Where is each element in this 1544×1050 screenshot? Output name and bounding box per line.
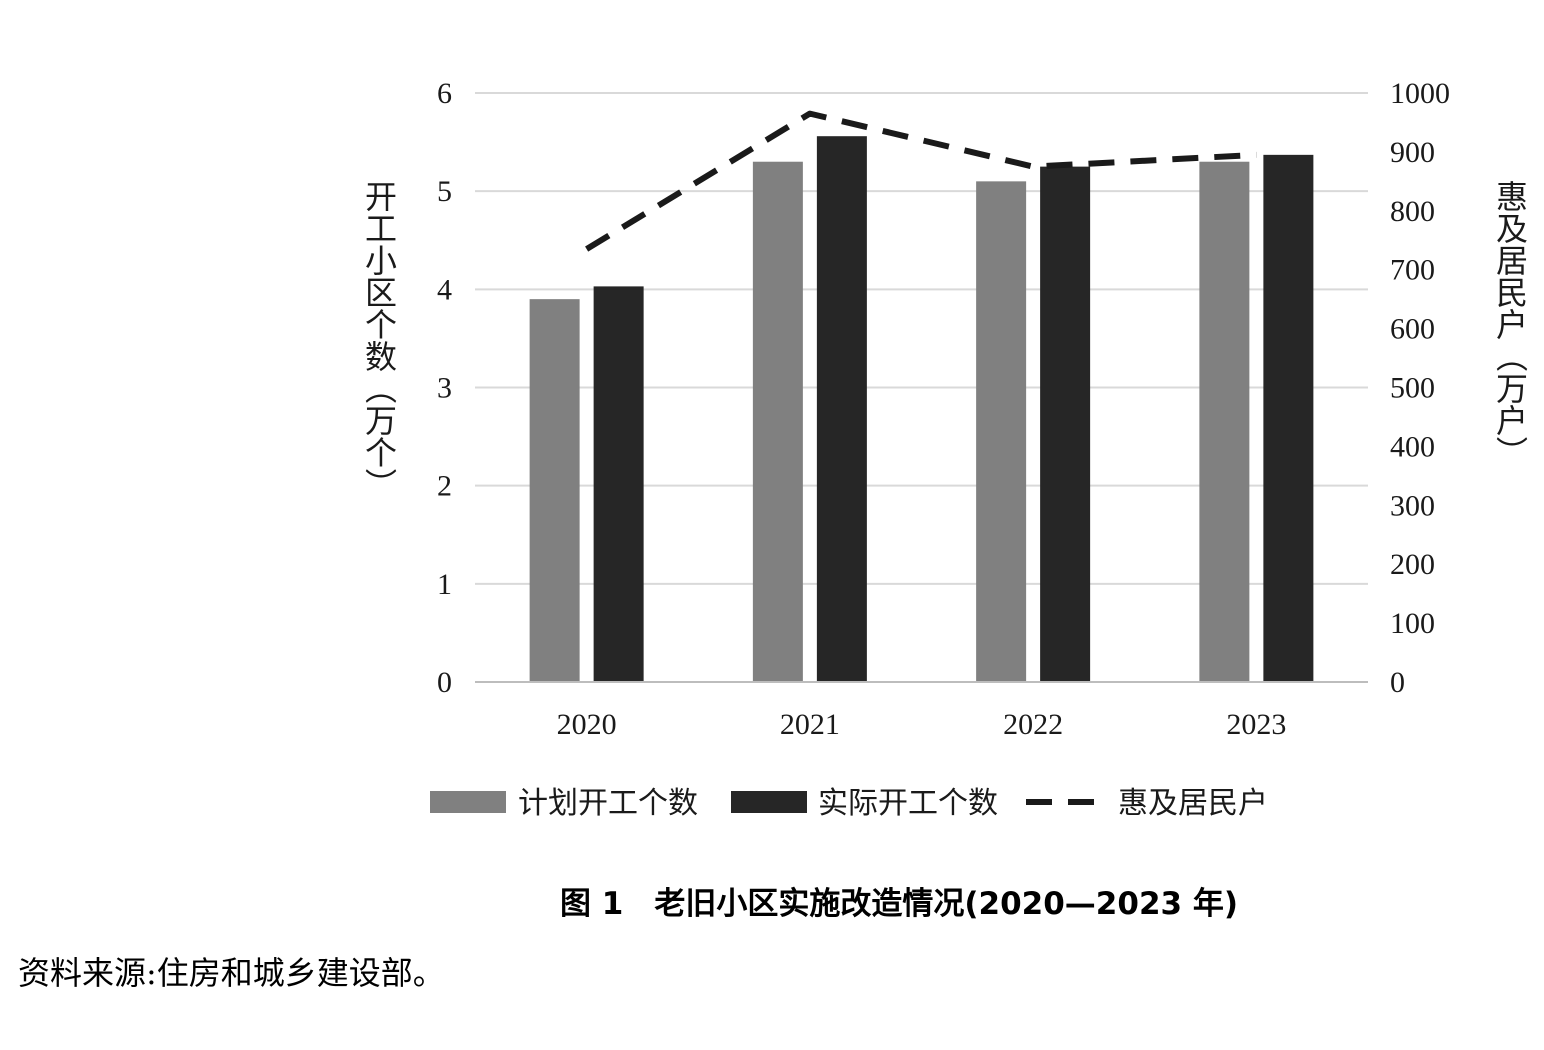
households-line [585,110,1257,252]
source-note: 资料来源:住房和城乡建设部。 [18,954,445,992]
bar-actual [1263,154,1314,683]
x-axis-ticks: 2020 2021 2022 2023 [557,708,1287,741]
x-tick-label: 2020 [557,708,617,741]
legend-label-planned: 计划开工个数 [518,786,698,821]
x-tick-label: 2021 [780,708,840,741]
legend-label-actual: 实际开工个数 [818,786,998,821]
bars [529,136,1314,683]
right-tick-label: 0 [1390,666,1405,699]
right-tick-label: 300 [1390,489,1435,522]
bar-actual [593,286,644,682]
bar-planned [976,181,1027,682]
right-tick-label: 100 [1390,607,1435,640]
right-axis-ticks: 0 100 200 300 400 500 600 700 800 900 1000 [1390,77,1450,699]
bar-actual [1040,166,1091,682]
left-tick-label: 1 [437,568,452,601]
right-tick-label: 800 [1390,195,1435,228]
legend: 计划开工个数 实际开工个数 惠及居民户 [430,786,1268,821]
left-axis-title: 开工小区个数（万个） [360,180,398,500]
x-tick-label: 2023 [1226,708,1286,741]
left-tick-label: 3 [437,372,452,405]
right-tick-label: 400 [1390,430,1435,463]
left-tick-label: 2 [437,470,452,503]
x-tick-label: 2022 [1003,708,1063,741]
legend-swatch-actual [731,791,807,813]
right-tick-label: 200 [1390,548,1435,581]
right-tick-label: 500 [1390,372,1435,405]
left-tick-label: 4 [437,273,452,306]
combo-chart: 0 1 2 3 4 5 6 0 100 200 300 400 500 600 700 800 900 1000… [360,77,1529,821]
left-tick-label: 6 [437,77,452,110]
right-axis-title: 惠及居民户（万户） [1491,180,1529,468]
left-axis-ticks: 0 1 2 3 4 5 6 [437,77,452,699]
bar-planned [1199,161,1250,682]
right-tick-label: 600 [1390,313,1435,346]
legend-swatch-planned [430,791,506,813]
right-tick-label: 900 [1390,136,1435,169]
legend-label-households: 惠及居民户 [1118,786,1268,821]
bar-planned [752,161,803,682]
left-tick-label: 5 [437,175,452,208]
left-tick-label: 0 [437,666,452,699]
figure-caption: 图 1 老旧小区实施改造情况(2020—2023 年) [560,886,1239,922]
line-series [585,110,1257,252]
bar-planned [529,299,580,682]
right-tick-label: 700 [1390,254,1435,287]
right-tick-label: 1000 [1390,77,1450,110]
bar-actual [816,136,867,682]
